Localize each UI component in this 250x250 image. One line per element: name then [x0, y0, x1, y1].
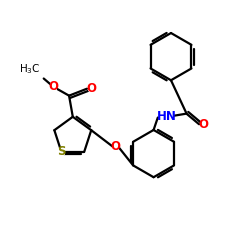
Text: O: O	[48, 80, 58, 93]
Text: HN: HN	[157, 110, 177, 123]
FancyBboxPatch shape	[50, 83, 57, 90]
Text: O: O	[198, 118, 208, 131]
Text: S: S	[57, 146, 66, 158]
Text: O: O	[86, 82, 97, 95]
FancyBboxPatch shape	[161, 113, 173, 120]
FancyBboxPatch shape	[200, 122, 207, 128]
Text: O: O	[110, 140, 120, 153]
Text: H$_3$C: H$_3$C	[19, 62, 40, 76]
FancyBboxPatch shape	[88, 85, 95, 91]
FancyBboxPatch shape	[58, 148, 65, 155]
FancyBboxPatch shape	[112, 143, 119, 150]
